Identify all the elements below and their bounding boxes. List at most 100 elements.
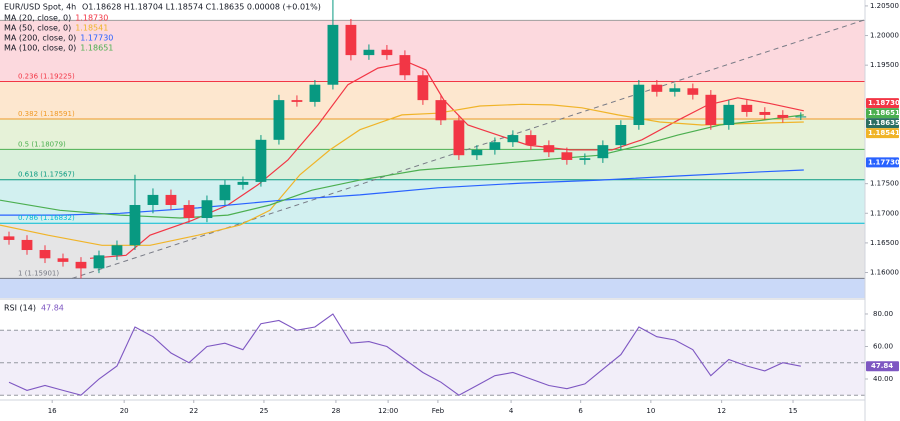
rsi-box (866, 361, 899, 372)
fib-label: 0.5 (1.18079) (18, 140, 66, 148)
candle-body (57, 258, 69, 262)
legend-value: 1.18541 (75, 24, 108, 33)
candle-body (435, 100, 447, 121)
time-tick-label: 12:00 (378, 407, 398, 415)
moving-average (0, 103, 804, 246)
candle-body (597, 145, 609, 159)
candle-body (543, 145, 555, 153)
price-box-label: 1.17730 (868, 158, 900, 166)
candle-body (615, 125, 627, 146)
time-tick-label: 25 (259, 407, 268, 415)
legend-name: MA (100, close, 0) (4, 44, 76, 53)
candle-body (669, 88, 681, 92)
fib-label: 0.236 (1.19225) (18, 72, 75, 80)
candle-body (129, 204, 141, 246)
time-tick-label: 20 (120, 407, 129, 415)
candle-body (777, 114, 789, 118)
price-box (866, 157, 899, 168)
time-tick-label: 6 (578, 407, 583, 415)
legend-value: 1.18730 (75, 14, 108, 23)
rsi-band (0, 330, 865, 396)
candle-body (525, 135, 537, 146)
fib-band (0, 20, 865, 82)
fib-band (0, 278, 865, 298)
time-tick-label: Feb (432, 407, 445, 415)
rsi-line (8, 313, 801, 396)
legend-name: MA (50, close, 0) (4, 24, 71, 33)
fib-label: 0.786 (1.16832) (18, 214, 75, 222)
time-tick-label: 4 (509, 407, 514, 415)
rsi-tick-label: 80.00 (873, 310, 893, 318)
moving-average (89, 61, 804, 259)
legend-value: 1.17730 (80, 34, 113, 43)
symbol: EUR/USD Spot, 4h (4, 3, 76, 12)
candle-body (417, 75, 429, 101)
moving-average (0, 114, 804, 219)
time-tick-label: 15 (789, 407, 798, 415)
time-tick-label: 28 (331, 407, 340, 415)
candle-body (705, 94, 717, 126)
price-box (866, 108, 899, 119)
candles (3, 0, 807, 396)
candle-body (453, 120, 465, 156)
candle-body (579, 158, 591, 160)
candle-body (111, 245, 123, 256)
price-tick-label: 1.16000 (870, 269, 899, 277)
labels: 0.236 (1.19225) 0.382 (1.18591) 0.5 (1.180… (4, 14, 113, 313)
candle-body (363, 49, 375, 56)
ohlc: O1.18628 H1.18704 L1.18574 C1.18635 0.00… (82, 3, 321, 12)
fib-band (0, 223, 865, 279)
moving-average (0, 169, 804, 216)
candle-body (723, 104, 735, 126)
trend-line (71, 19, 864, 279)
rsi-box-label: 47.84 (871, 362, 893, 370)
candle-body (507, 135, 519, 143)
time-tick-label: 22 (189, 407, 198, 415)
fib-label: 0.382 (1.18591) (18, 110, 75, 118)
fib-label: 0.618 (1.17567) (18, 171, 75, 179)
price-tick-label: 1.20500 (870, 2, 899, 10)
price-box (866, 118, 899, 129)
time-tick-label: 10 (646, 407, 655, 415)
candle-body (183, 204, 195, 219)
candle-body (165, 194, 177, 205)
candle-body (309, 84, 321, 102)
legend-value: 1.18651 (80, 44, 113, 53)
candle-body (201, 200, 213, 219)
candle-body (759, 111, 771, 115)
time-tick-label: 16 (48, 407, 57, 415)
price-box-label: 1.18635 (868, 119, 900, 127)
fib-band (0, 81, 865, 120)
price-tick-label: 1.19500 (870, 61, 899, 69)
candle-body (633, 84, 645, 126)
candle-body (687, 88, 699, 95)
fib-band (0, 149, 865, 180)
fib-label: 1 (1.15901) (18, 269, 59, 277)
candle-body (489, 142, 501, 150)
candle-body (75, 261, 87, 269)
candle-body (3, 236, 15, 240)
price-box-label: 1.18651 (868, 109, 900, 117)
candle-body (561, 152, 573, 160)
candle-body (39, 250, 51, 259)
legend-name: MA (20, close, 0) (4, 14, 71, 23)
candle-body (471, 149, 483, 156)
candle-body (147, 194, 159, 205)
candle-body (237, 181, 249, 185)
candle-body (21, 239, 33, 251)
rsi-tick-label: 40.00 (873, 375, 893, 383)
overlay-lines (0, 19, 865, 396)
price-tick-label: 1.16500 (870, 239, 899, 247)
candle-body (273, 100, 285, 140)
price-tick-label: 1.17500 (870, 180, 899, 188)
candle-body (345, 24, 357, 56)
rsi-title: RSI (14) (4, 304, 36, 313)
candle-body (93, 255, 105, 269)
legend-name: MA (200, close, 0) (4, 34, 76, 43)
candle-body (651, 84, 663, 92)
price-box-label: 1.18730 (868, 99, 900, 107)
price-tick-label: 1.17000 (870, 209, 899, 217)
time-tick-label: 12 (717, 407, 726, 415)
candle-body (255, 139, 267, 182)
